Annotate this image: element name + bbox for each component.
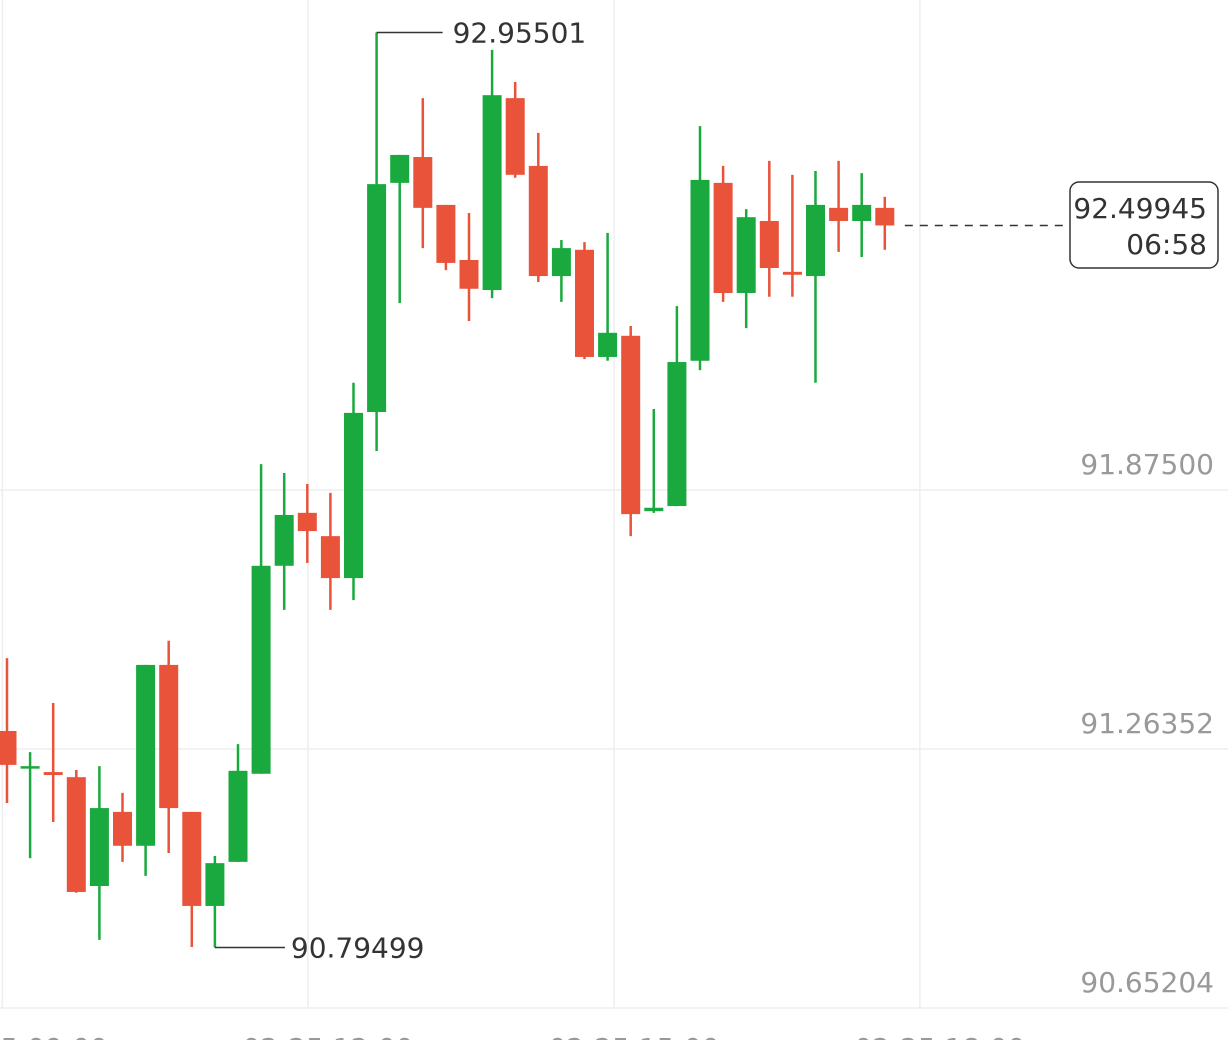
candles <box>0 32 895 948</box>
candle-body <box>505 98 525 175</box>
candle-body <box>644 507 664 512</box>
y-tick-label: 90.65204 <box>1080 966 1214 999</box>
candle-body <box>551 248 571 277</box>
candle-body <box>482 95 502 291</box>
candle-body <box>344 412 363 579</box>
candle-body <box>436 204 456 263</box>
candle-body <box>459 259 479 289</box>
x-tick-label: 02-25 15:00 <box>549 1032 720 1040</box>
candle-body <box>320 536 340 579</box>
countdown: 06:58 <box>1126 228 1207 261</box>
candle-body <box>713 182 733 293</box>
candle-body <box>528 165 548 277</box>
candle-body <box>113 811 132 846</box>
y-tick-label: 91.26352 <box>1080 707 1214 740</box>
candle-body <box>667 362 687 507</box>
candle-body <box>390 154 410 183</box>
candle-body <box>736 217 756 293</box>
candle-body <box>182 811 202 906</box>
candle-body <box>251 565 271 774</box>
overlay: 92.49945 06:58 92.95501 90.79499 <box>214 16 1219 964</box>
candle-body <box>413 157 433 208</box>
x-tick-label: 02-25 09:00 <box>0 1032 108 1040</box>
candle-body <box>228 770 248 862</box>
candle-body <box>66 777 86 892</box>
candle-body <box>806 204 825 277</box>
x-tick-label: 02-25 18:00 <box>854 1032 1025 1040</box>
candle-body <box>782 271 802 275</box>
candle-body <box>0 730 17 765</box>
candle-body <box>20 766 40 769</box>
candle-body <box>852 204 872 221</box>
candle-body <box>367 184 387 413</box>
candle-body <box>598 332 618 357</box>
candle-body <box>875 207 895 226</box>
last-price: 92.49945 <box>1073 192 1207 225</box>
candle-body <box>205 863 225 906</box>
candle-body <box>136 664 156 846</box>
x-tick-label: 02-25 12:00 <box>243 1032 414 1040</box>
candle-body <box>274 514 294 566</box>
candle-body <box>690 179 710 361</box>
candle-body <box>829 207 849 221</box>
low-label: 90.79499 <box>291 931 425 964</box>
candle-body <box>297 512 317 532</box>
candle-body <box>159 664 179 809</box>
candle-body <box>759 220 779 269</box>
price-box <box>1069 181 1219 269</box>
candle-body <box>43 772 63 776</box>
high-label: 92.95501 <box>453 16 587 49</box>
candle-body <box>89 808 109 887</box>
y-tick-label: 91.87500 <box>1080 448 1214 481</box>
candle-body <box>621 335 641 515</box>
candle-body <box>575 249 594 357</box>
